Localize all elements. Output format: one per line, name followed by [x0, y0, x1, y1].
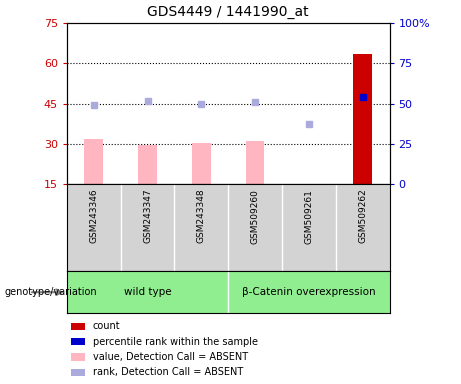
Text: genotype/variation: genotype/variation	[5, 287, 97, 297]
Bar	[71, 369, 85, 376]
Text: rank, Detection Call = ABSENT: rank, Detection Call = ABSENT	[93, 367, 243, 377]
Text: value, Detection Call = ABSENT: value, Detection Call = ABSENT	[93, 352, 248, 362]
Bar	[246, 141, 265, 184]
Bar	[192, 143, 211, 184]
Text: count: count	[93, 321, 120, 331]
Text: GSM243346: GSM243346	[89, 189, 98, 243]
Bar	[84, 139, 103, 184]
Text: GSM509260: GSM509260	[251, 189, 260, 243]
Text: GSM509261: GSM509261	[304, 189, 313, 243]
Text: percentile rank within the sample: percentile rank within the sample	[93, 337, 258, 347]
Bar	[138, 146, 157, 184]
Text: wild type: wild type	[124, 287, 171, 297]
Bar	[71, 353, 85, 361]
Text: GSM243348: GSM243348	[197, 189, 206, 243]
Bar	[71, 338, 85, 346]
Title: GDS4449 / 1441990_at: GDS4449 / 1441990_at	[148, 5, 309, 19]
Text: β-Catenin overexpression: β-Catenin overexpression	[242, 287, 376, 297]
Text: GSM509262: GSM509262	[358, 189, 367, 243]
Bar	[71, 323, 85, 330]
Bar	[353, 54, 372, 184]
Text: GSM243347: GSM243347	[143, 189, 152, 243]
